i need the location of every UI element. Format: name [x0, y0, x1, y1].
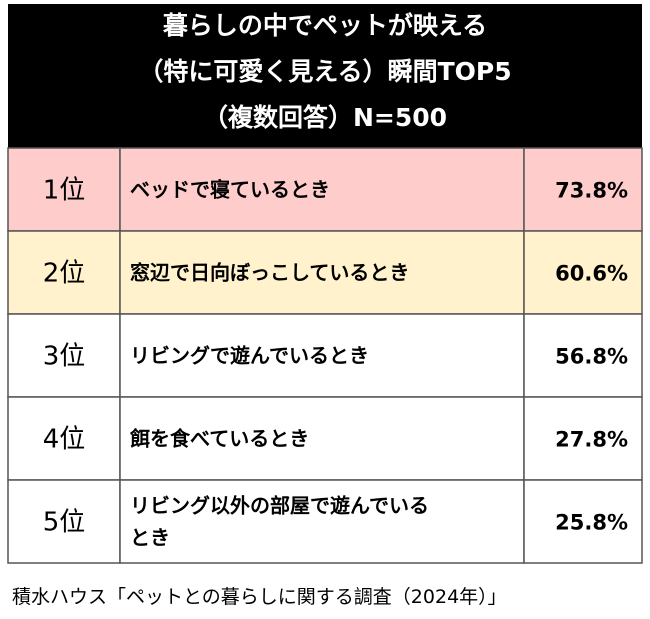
percentage-value: 60.6% — [555, 262, 628, 286]
label-cell — [119, 479, 525, 564]
moment-label: ベッドで寝ているとき — [130, 178, 330, 202]
moment-label: 餌を食べているとき — [130, 427, 309, 451]
table-rows: 1位 ベッドで寝ているとき 73.8% 2位 窓辺で日向ぼっこしているとき 60.6% 3位… — [7, 147, 643, 564]
rank-label: 1位 — [43, 176, 86, 206]
rank-cell — [7, 313, 121, 398]
moment-label: リビングで遊んでいるとき — [130, 344, 369, 368]
source-note: 積水ハウス「ペットとの暮らしに関する調査（2024年）」 — [12, 586, 507, 608]
label-cell — [119, 313, 525, 398]
value-cell — [523, 147, 643, 232]
rank-cell — [7, 479, 121, 564]
label-cell — [119, 147, 525, 232]
moment-label: リビング以外の部屋で遊んでいる — [130, 494, 429, 518]
value-cell — [523, 479, 643, 564]
table-title-line-2: （特に可愛く見える）瞬間TOP5 — [138, 57, 511, 86]
rank-label: 2位 — [43, 259, 86, 289]
rank-label: 4位 — [43, 425, 86, 455]
moment-label: 窓辺で日向ぼっこしているとき — [130, 261, 409, 285]
rank-cell — [7, 396, 121, 481]
percentage-value: 56.8% — [555, 345, 628, 369]
rank-label: 3位 — [43, 342, 86, 372]
table-header-background — [8, 4, 642, 148]
table-title-line-1: 暮らしの中でペットが映える — [163, 11, 487, 40]
rank-label: 5位 — [43, 508, 86, 538]
percentage-value: 25.8% — [555, 511, 628, 535]
table-title-line-3: （複数回答）N=500 — [203, 103, 447, 132]
percentage-value: 73.8% — [555, 179, 628, 203]
moment-label: とき — [130, 526, 170, 550]
value-cell — [523, 396, 643, 481]
percentage-value: 27.8% — [555, 428, 628, 452]
value-cell — [523, 313, 643, 398]
rank-cell — [7, 147, 121, 232]
